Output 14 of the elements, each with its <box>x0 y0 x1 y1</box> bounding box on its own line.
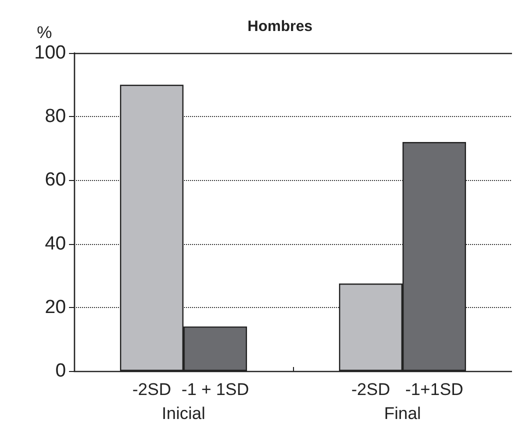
y-tick-label: 40 <box>44 233 66 254</box>
y-tick-label: 80 <box>44 106 66 128</box>
y-axis-title: % <box>36 23 52 42</box>
x-tick-label: -1 + 1SD <box>181 380 250 399</box>
y-tick-label: 100 <box>34 42 66 64</box>
x-tick-label: -2SD <box>132 380 172 399</box>
x-tick-label: -1+1SD <box>405 380 464 399</box>
y-tick-label: 0 <box>55 360 66 382</box>
text: Inicial <box>162 404 206 423</box>
chart-title: Hombres <box>247 18 313 35</box>
y-tick-label: 60 <box>44 170 66 191</box>
text: Final <box>384 404 421 423</box>
x-tick-label: -2SD <box>351 380 390 399</box>
y-tick-label: 20 <box>44 296 66 318</box>
